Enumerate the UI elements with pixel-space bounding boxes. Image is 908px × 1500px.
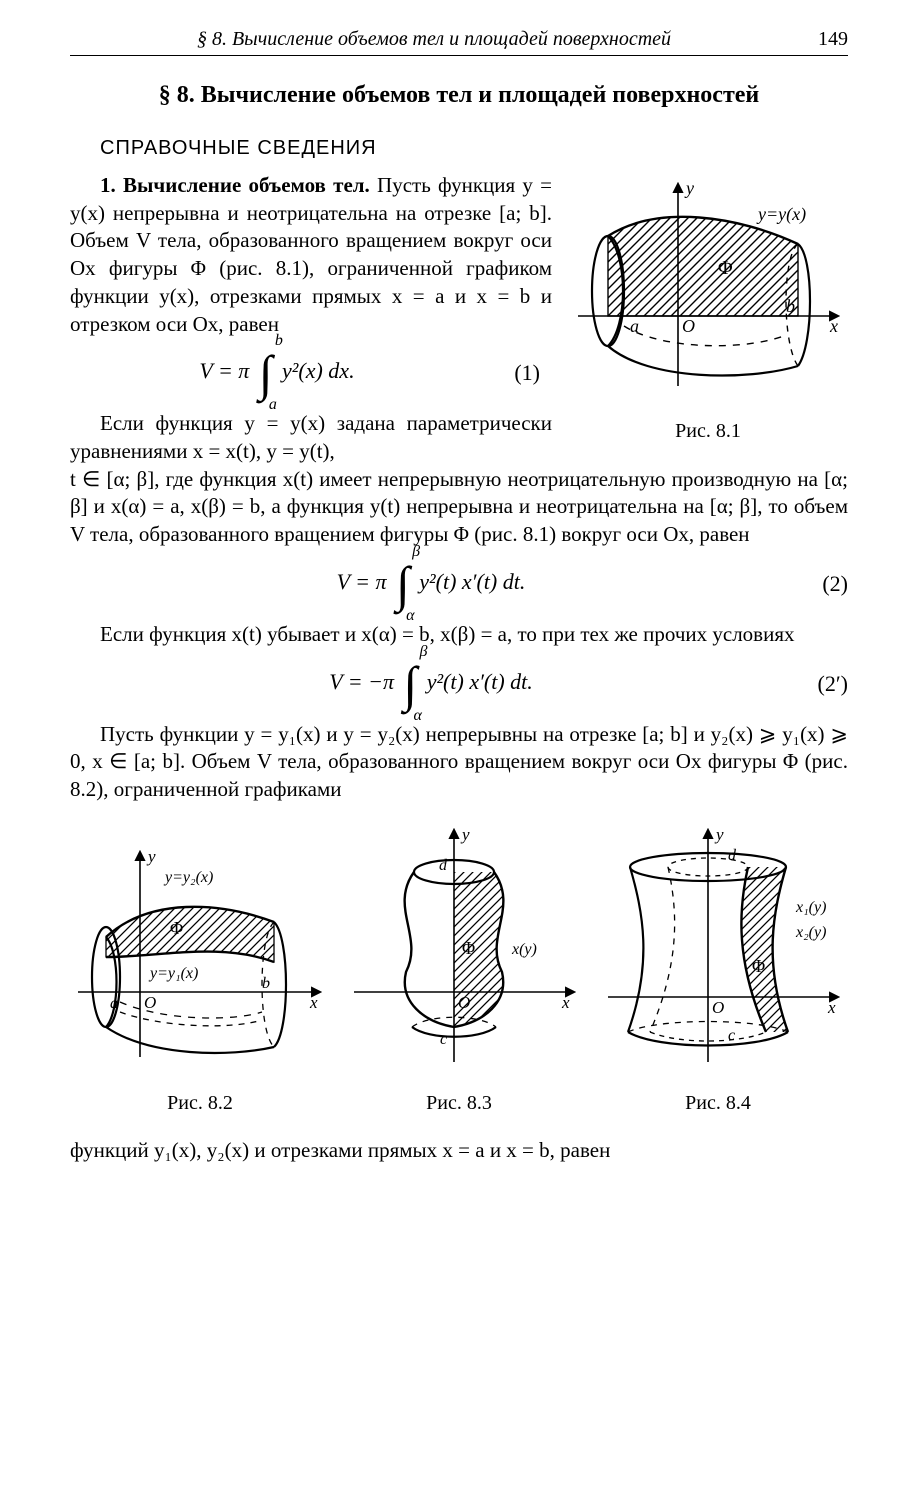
fig84-d-label: d: [728, 847, 737, 864]
fig81-O-label: O: [682, 316, 695, 336]
fig81-x-label: x: [829, 316, 838, 336]
equation-1: V = π b ∫ a y²(x) dx. (1): [70, 342, 540, 404]
equation-2: V = π β ∫ α y²(t) x′(t) dt. (2): [70, 553, 848, 615]
figure-8-3-caption: Рис. 8.3: [334, 1092, 584, 1115]
fig82-O-label: O: [144, 993, 156, 1012]
paragraph-1a-text: Пусть функция y = y(x) непре­рывна и нео…: [70, 173, 552, 336]
page: § 8. Вычисление объемов тел и площадей п…: [0, 0, 908, 1500]
figure-8-2: y x a b O Φ y=y₂(x) y=y₁(x) Рис. 8.2: [70, 842, 330, 1115]
fig82-top-label: y=y₂(x): [163, 869, 213, 886]
fig84-O-label: O: [712, 998, 724, 1017]
fig82-b-label: b: [262, 975, 270, 992]
paragraph-3: Пусть функции y = y₁(x) и y = y₂(x) непр…: [70, 721, 848, 804]
eq2p-post: y²(t) x′(t) dt.: [427, 669, 533, 694]
eq1-post: y²(x) dx.: [282, 358, 355, 383]
running-head: § 8. Вычисление объемов тел и площадей п…: [70, 28, 848, 56]
subsection-head: СПРАВОЧНЫЕ СВЕДЕНИЯ: [100, 137, 848, 160]
figure-8-3-svg: y x d c O Φ x(y): [334, 822, 584, 1072]
figure-8-1: y x a b O Φ y=y(x) Рис. 8.1: [568, 176, 848, 443]
fig82-phi-label: Φ: [170, 918, 183, 938]
fig81-phi-label: Φ: [718, 257, 733, 279]
paragraph-1c: t ∈ [α; β], где функция x(t) имеет непре…: [70, 466, 848, 549]
integral-icon: b ∫ a: [259, 342, 273, 404]
section-title: § 8. Вычисление объемов тел и площадей п…: [70, 82, 848, 109]
figure-8-4-caption: Рис. 8.4: [588, 1092, 848, 1115]
fig82-y-label: y: [146, 847, 156, 866]
eq2p-top: β: [419, 643, 427, 661]
fig82-x-label: x: [309, 993, 318, 1012]
figure-8-1-caption: Рис. 8.1: [568, 420, 848, 443]
fig83-y-label: y: [460, 825, 470, 844]
fig82-a-label: a: [110, 995, 118, 1012]
fig84-y-label: y: [714, 825, 724, 844]
eq2p-pre: V = −π: [329, 669, 394, 694]
eq1-pre: V = π: [199, 358, 249, 383]
integral-icon: β ∫ α: [403, 653, 417, 715]
paragraph-4: функций y₁(x), y₂(x) и отрезками прямых …: [70, 1137, 848, 1165]
eq2-pre: V = π: [337, 569, 387, 594]
eq2p-bot: α: [413, 707, 421, 725]
eq1-top: b: [275, 332, 283, 350]
running-title: § 8. Вычисление объемов тел и площадей п…: [70, 28, 798, 51]
fig84-phi-label: Φ: [752, 956, 765, 976]
fig81-a-label: a: [630, 316, 639, 336]
fig81-curve-label: y=y(x): [756, 204, 806, 225]
figure-8-4-svg: y x d c O Φ x₁(y) x₂(y): [588, 822, 848, 1072]
fig83-phi-label: Φ: [462, 938, 475, 958]
figure-8-4: y x d c O Φ x₁(y) x₂(y) Рис. 8.4: [588, 822, 848, 1115]
figure-8-1-svg: y x a b O Φ y=y(x): [568, 176, 848, 406]
page-number: 149: [798, 28, 848, 51]
figure-row: y x a b O Φ y=y₂(x) y=y₁(x) Рис. 8.2: [70, 822, 848, 1115]
eq2-top: β: [412, 543, 420, 561]
fig83-curve-label: x(y): [511, 941, 537, 958]
fig82-bot-label: y=y₁(x): [148, 965, 198, 982]
fig83-O-label: O: [458, 993, 470, 1012]
eq2-post: y²(t) x′(t) dt.: [419, 569, 525, 594]
fig83-x-label: x: [561, 993, 570, 1012]
fig83-c-label: c: [440, 1031, 447, 1048]
paragraph-2: Если функция x(t) убывает и x(α) = b, x(…: [70, 621, 848, 649]
integral-icon: β ∫ α: [396, 553, 410, 615]
equation-2p: V = −π β ∫ α y²(t) x′(t) dt. (2′): [70, 653, 848, 715]
fig83-d-label: d: [439, 857, 448, 874]
eq1-num: (1): [484, 360, 540, 386]
fig84-c1-label: x₁(y): [795, 899, 826, 916]
eq2-num: (2): [792, 571, 848, 597]
eq2p-num: (2′): [792, 671, 848, 697]
fig84-c2-label: x₂(y): [795, 924, 826, 941]
fig81-b-label: b: [786, 296, 795, 316]
figure-8-3: y x d c O Φ x(y) Рис. 8.3: [334, 822, 584, 1115]
fig84-x-label: x: [827, 998, 836, 1017]
eq2-bot: α: [406, 607, 414, 625]
fig81-y-label: y: [684, 178, 694, 198]
fig84-c-label: c: [728, 1027, 735, 1044]
paragraph-lead: 1. Вычисление объемов тел.: [100, 173, 370, 197]
eq1-bot: a: [269, 396, 277, 414]
figure-8-2-caption: Рис. 8.2: [70, 1092, 330, 1115]
figure-8-2-svg: y x a b O Φ y=y₂(x) y=y₁(x): [70, 842, 330, 1072]
